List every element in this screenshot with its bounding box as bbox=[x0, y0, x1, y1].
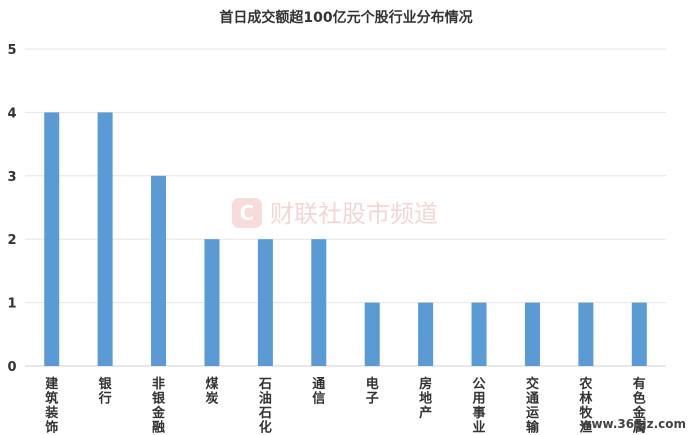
y-tick-label: 2 bbox=[7, 233, 16, 248]
corner-watermark: www.365jz.com bbox=[580, 417, 686, 431]
bar bbox=[257, 239, 273, 366]
y-tick-label: 1 bbox=[7, 297, 16, 312]
bar bbox=[524, 302, 540, 366]
y-tick-label: 3 bbox=[7, 170, 16, 185]
bar bbox=[631, 302, 647, 366]
y-tick-label: 4 bbox=[7, 106, 16, 121]
bar bbox=[418, 302, 434, 366]
bar bbox=[311, 239, 327, 366]
x-tick-label: 农林牧渔 bbox=[578, 376, 593, 435]
x-tick-label: 有色金属 bbox=[632, 376, 647, 435]
x-tick-label: 电子 bbox=[366, 376, 379, 407]
x-tick-label: 交通运输 bbox=[526, 376, 540, 435]
bar bbox=[578, 302, 594, 366]
bar bbox=[97, 112, 113, 367]
bar bbox=[44, 112, 60, 367]
watermark-logo-icon bbox=[232, 198, 262, 228]
x-tick-label: 房地产 bbox=[419, 376, 432, 421]
x-tick-label: 银行 bbox=[98, 376, 113, 407]
x-axis-labels: 建筑装饰 银行 非银金融 煤炭 石油石化 通信 电子 房地产 公用事业 交通运输 农林牧渔 有色金属 bbox=[44, 376, 647, 435]
x-tick-label: 石油石化 bbox=[258, 377, 272, 435]
bar bbox=[364, 302, 380, 366]
bar bbox=[204, 239, 220, 366]
y-tick-label: 5 bbox=[7, 43, 16, 58]
y-axis-ticks: 0 1 2 3 4 5 bbox=[7, 43, 16, 375]
gridlines bbox=[25, 48, 666, 367]
bar bbox=[471, 302, 487, 366]
x-tick-label: 公用事业 bbox=[472, 377, 486, 435]
x-tick-label: 煤炭 bbox=[205, 376, 218, 407]
y-tick-label: 0 bbox=[7, 360, 16, 375]
chart-title: 首日成交额超100亿元个股行业分布情况 bbox=[219, 9, 472, 26]
x-tick-label: 非银金融 bbox=[151, 376, 166, 435]
watermark-text: 财联社股市频道 bbox=[270, 200, 438, 228]
x-tick-label: 通信 bbox=[312, 376, 325, 407]
watermark-logo-letter: C bbox=[240, 201, 255, 225]
bars bbox=[44, 112, 647, 367]
watermark: C 财联社股市频道 bbox=[232, 198, 438, 228]
bar bbox=[151, 175, 167, 366]
x-tick-label: 建筑装饰 bbox=[44, 376, 58, 435]
